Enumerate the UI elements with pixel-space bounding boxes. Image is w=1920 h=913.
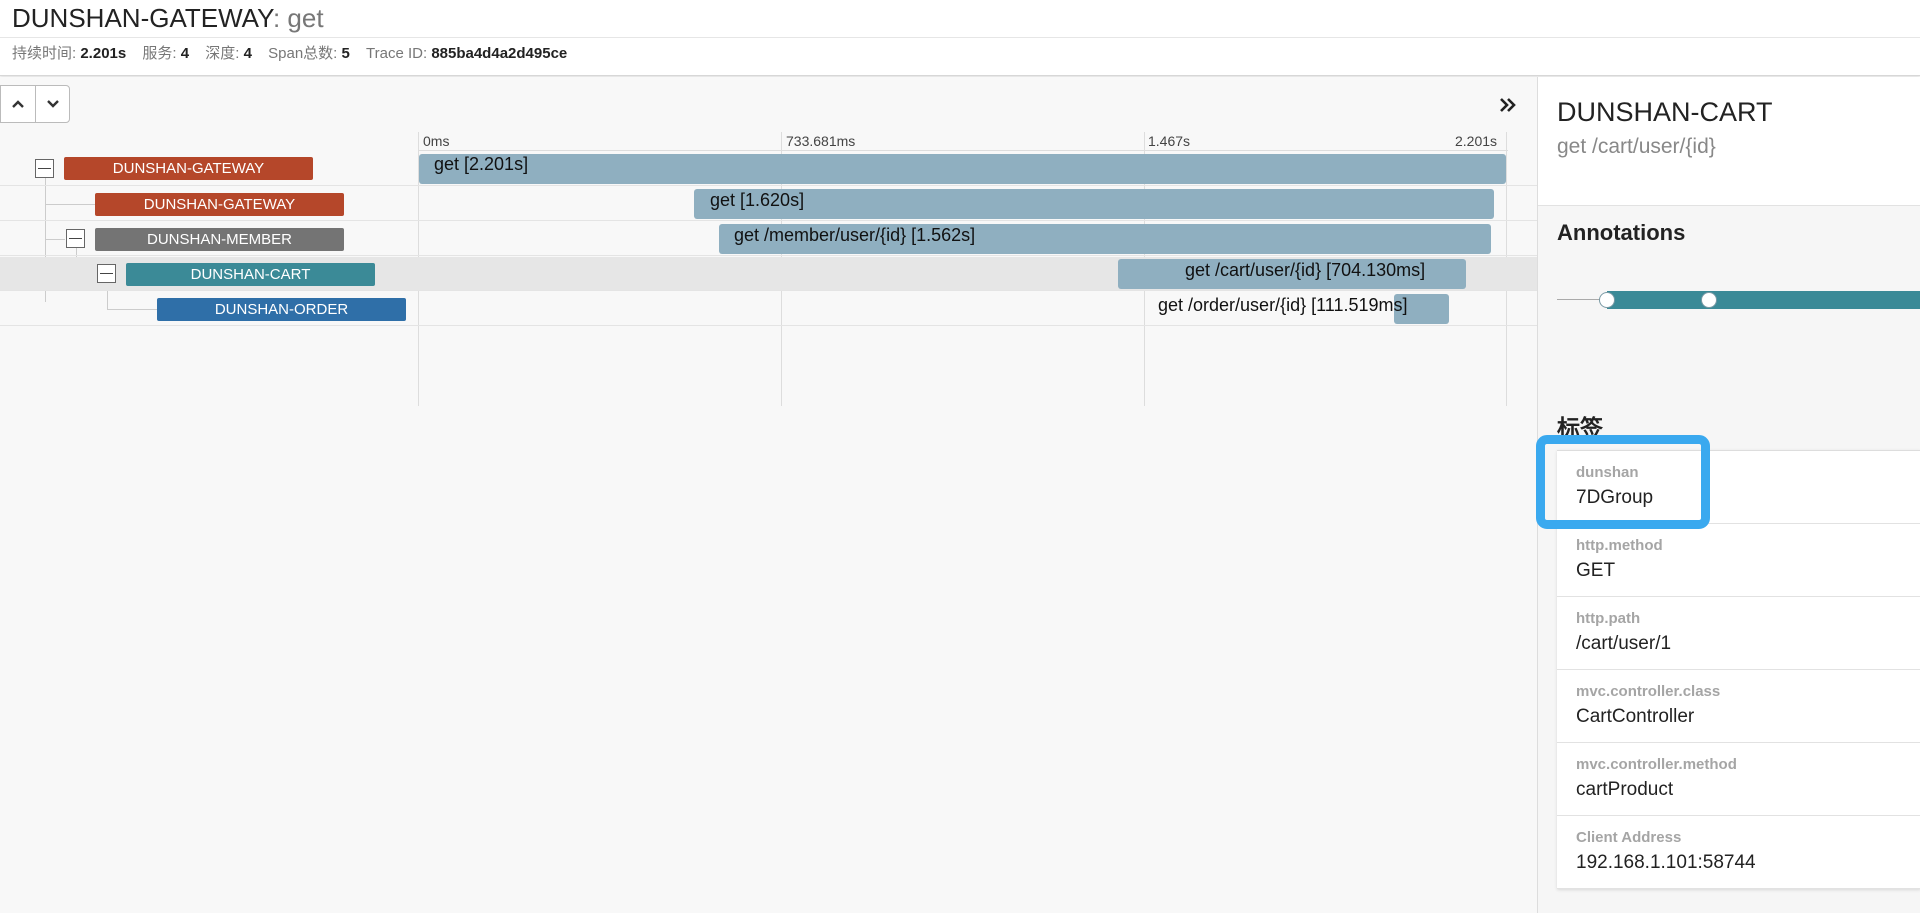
depth-value: 4 [243,45,252,62]
collapse-minus-icon[interactable] [97,264,116,283]
span-detail-header: DUNSHAN-CART get /cart/user/{id} [1538,77,1920,206]
span-bar[interactable] [1394,294,1450,324]
span-bar[interactable] [419,154,1506,184]
tick-label: 1.467s [1148,133,1191,149]
annotation-marker[interactable] [1701,292,1717,308]
tag-highlight-box [1536,435,1710,529]
tag-value: /cart/user/1 [1576,633,1672,654]
span-count-value: 5 [341,45,350,62]
tree-connector [45,239,65,240]
depth-label: 深度: [205,45,240,62]
trace-id-value: 885ba4d4a2d495ce [431,45,568,62]
service-badge: DUNSHAN-MEMBER [95,228,344,251]
services-value: 4 [180,45,190,62]
service-badge: DUNSHAN-ORDER [157,298,406,321]
span-label: get /member/user/{id} [1.562s] [734,225,976,245]
tag-row: dunshan 7DGroup [1557,451,1920,524]
tag-row: http.method GET [1557,524,1920,597]
axis-line [418,150,1508,151]
next-span-button[interactable] [35,86,69,122]
span-row[interactable]: DUNSHAN-ORDER get /order/user/{id} [111.… [0,292,1537,326]
annotation-marker[interactable] [1599,292,1615,308]
span-navigation [0,85,70,123]
tag-row: mvc.controller.method cartProduct [1557,743,1920,816]
tag-key: dunshan [1576,464,1639,481]
span-row[interactable]: DUNSHAN-GATEWAY get [1.620s] [0,187,1537,221]
span-label: get [2.201s] [434,154,529,174]
time-axis: 0ms 733.681ms 1.467s 2.201s [0,132,1537,152]
trace-header: DUNSHAN-GATEWAY: get 持续时间: 2.201s 服务: 4 … [0,0,1920,76]
tag-row: http.path /cart/user/1 [1557,597,1920,670]
duration-value: 2.201s [80,45,127,62]
services-label: 服务: [142,45,177,62]
tag-value: 7DGroup [1576,487,1654,508]
trace-root-operation: : get [272,3,324,33]
collapse-minus-icon[interactable] [66,229,85,248]
tag-value: cartProduct [1576,779,1674,800]
span-label: get [1.620s] [710,190,805,210]
tree-connector [45,204,95,205]
tick-label: 2.201s [1455,133,1498,149]
span-label: get /cart/user/{id} [704.130ms] [1185,260,1426,280]
tag-row: Client Address 192.168.1.101:58744 [1557,816,1920,889]
header-divider [0,37,1920,38]
collapse-minus-icon[interactable] [35,159,54,178]
service-badge: DUNSHAN-CART [126,263,375,286]
span-count-label: Span总数: [268,45,338,62]
span-row-selected[interactable]: DUNSHAN-CART get /cart/user/{id} [704.13… [0,257,1537,291]
tag-key: Client Address [1576,829,1682,846]
service-badge: DUNSHAN-GATEWAY [95,193,344,216]
chevron-down-icon [46,100,59,108]
annotation-bar [1607,291,1920,309]
service-badge: DUNSHAN-GATEWAY [64,157,313,180]
timeline-pane: 0ms 733.681ms 1.467s 2.201s DUNSHAN-GATE… [0,77,1537,913]
annotations-timeline [1557,290,1920,310]
span-operation-name: get /cart/user/{id} [1557,135,1716,158]
span-service-name: DUNSHAN-CART [1557,97,1773,127]
span-row[interactable]: DUNSHAN-GATEWAY get [2.201s] [0,152,1537,186]
trace-summary: 持续时间: 2.201s 服务: 4 深度: 4 Span总数: 5 Trace… [12,44,579,64]
span-bar[interactable] [1117,259,1466,289]
previous-span-button[interactable] [1,86,35,122]
tree-connector [107,283,108,309]
tick-label: 733.681ms [786,133,856,149]
tag-value: 192.168.1.101:58744 [1576,852,1756,873]
tag-value: GET [1576,560,1616,581]
span-row[interactable]: DUNSHAN-MEMBER get /member/user/{id} [1.… [0,222,1537,256]
span-bar[interactable] [694,189,1495,219]
tree-connector [107,309,157,310]
tag-value: CartController [1576,706,1695,727]
trace-title: DUNSHAN-GATEWAY: get [12,2,324,34]
double-chevron-right-icon [1500,98,1516,112]
trace-id-label: Trace ID: [366,45,428,62]
expand-detail-button[interactable] [1496,93,1520,117]
tag-key: mvc.controller.class [1576,683,1721,700]
annotations-title: Annotations [1557,220,1686,245]
span-bar[interactable] [719,224,1491,254]
span-label: get /order/user/{id} [111.519ms] [1158,295,1408,315]
annotation-lead-line [1557,299,1607,300]
tag-key: http.method [1576,537,1663,554]
tag-key: http.path [1576,610,1641,627]
duration-label: 持续时间: [12,45,77,62]
tick-label: 0ms [423,133,450,149]
tag-row: mvc.controller.class CartController [1557,670,1920,743]
chevron-up-icon [12,100,24,108]
trace-root-service: DUNSHAN-GATEWAY [12,3,273,33]
tag-key: mvc.controller.method [1576,756,1737,773]
